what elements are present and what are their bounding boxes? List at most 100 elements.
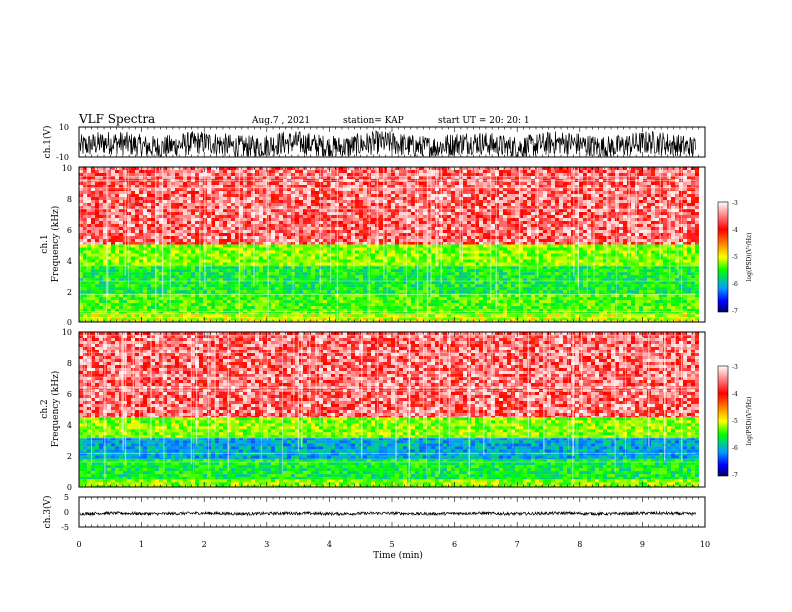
spectrogram-cell [283, 266, 287, 270]
spectrogram-cell [427, 320, 431, 323]
spectrogram-cell [331, 293, 335, 295]
spectrogram-cell [503, 287, 507, 291]
spectrogram-cell [547, 244, 551, 248]
spectrogram-cell [275, 256, 279, 260]
spectrogram-cell [411, 167, 415, 170]
spectrogram-cell [87, 284, 91, 288]
spectrogram-cell [131, 266, 135, 270]
spectrogram-cell [87, 244, 91, 248]
spectrogram-cell [311, 287, 315, 291]
spectrogram-cell [599, 293, 603, 295]
spectrogram-cell [495, 250, 499, 254]
spectrogram-cell [567, 167, 571, 170]
spectrogram-cell [507, 173, 511, 176]
spectrogram-cell [623, 278, 627, 282]
spectrogram-cell [599, 250, 603, 254]
spectrogram-cell [307, 170, 311, 173]
spectrogram-cell [515, 269, 519, 273]
spectrogram-cell [599, 167, 603, 170]
spectrogram-cell [559, 317, 563, 321]
spectrogram-cell [187, 259, 191, 263]
spectrogram-cell [555, 312, 559, 315]
spectrogram-cell [479, 167, 483, 170]
spectrogram-cell [451, 269, 455, 273]
spectrogram-cell [171, 170, 175, 173]
spectrogram-cell [407, 290, 411, 294]
spectrogram-cell [279, 265, 283, 267]
spectrogram-cell [527, 266, 531, 270]
spectrogram-cell [587, 266, 591, 270]
spectrogram-cell [671, 250, 675, 254]
spectrogram-cell [495, 294, 499, 298]
spectrogram-cell [303, 293, 307, 295]
spectrogram-cell [687, 284, 691, 288]
spectrogram-cell [199, 309, 203, 313]
spectrogram-cell [259, 272, 263, 276]
spectrogram-cell [495, 317, 499, 321]
spectrogram-cell [339, 290, 343, 294]
spectrogram-cell [567, 290, 571, 294]
spectrogram-cell [691, 278, 695, 282]
spectrogram-cell [519, 314, 523, 318]
spectrogram-cell [275, 309, 279, 313]
spectrogram-cell [463, 287, 467, 291]
spectrogram-cell [467, 244, 471, 248]
spectrogram-cell [391, 265, 395, 267]
spectrogram-cell [115, 247, 119, 251]
spectrogram-cell [299, 266, 303, 270]
spectrogram-cell [187, 317, 191, 321]
spectrogram-cell [307, 272, 311, 276]
spectrogram-cell [151, 173, 155, 176]
spectrogram-cell [111, 314, 115, 318]
spectrogram-cell [115, 244, 119, 248]
spectrogram-cell [627, 306, 631, 310]
spectrogram-cell [519, 278, 523, 282]
spectrogram-cell [679, 314, 683, 318]
spectrogram-cell [211, 320, 215, 323]
spectrogram-cell [179, 259, 183, 263]
spectrogram-cell [223, 247, 227, 251]
spectrogram-cell [263, 287, 267, 291]
spectrogram-cell [175, 247, 179, 251]
spectrogram-cell [215, 256, 219, 260]
spectrogram-cell [471, 284, 475, 288]
spectrogram-cell [447, 250, 451, 254]
spectrogram-cell [239, 300, 243, 304]
spectrogram-cell [591, 265, 595, 267]
spectrogram-cell [667, 170, 671, 173]
spectrogram-cell [643, 256, 647, 260]
spectrogram-cell [351, 247, 355, 251]
spectrogram-cell [187, 256, 191, 260]
spectrogram-cell [539, 244, 543, 248]
spectrogram-cell [635, 300, 639, 304]
spectrogram-cell [483, 259, 487, 263]
spectrogram-cell [467, 259, 471, 263]
spectrogram-cell [667, 317, 671, 321]
spectrogram-cell [459, 244, 463, 248]
spectrogram-cell [647, 269, 651, 273]
spectrogram-cell [483, 269, 487, 273]
spectrogram-cell [487, 297, 491, 301]
spectrogram-cell [87, 300, 91, 304]
spectrogram-cell [179, 300, 183, 304]
spectrogram-cell [271, 303, 275, 307]
spectrogram-cell [591, 256, 595, 260]
spectrogram-cell [303, 287, 307, 291]
spectrogram-cell [263, 300, 267, 304]
spectrogram-cell [103, 293, 107, 295]
spectrogram-cell [371, 303, 375, 307]
spectrogram-cell [623, 303, 627, 307]
spectrogram-cell [679, 167, 683, 170]
spectrogram-cell [131, 259, 135, 263]
spectrogram-cell [279, 244, 283, 248]
spectrogram-cell [387, 259, 391, 263]
spectrogram-cell [187, 250, 191, 254]
spectrogram-cell [127, 247, 131, 251]
spectrogram-cell [635, 256, 639, 260]
spectrogram-cell [571, 300, 575, 304]
spectrogram-cell [199, 320, 203, 323]
spectrogram-cell [139, 250, 143, 254]
spectrogram-cell [447, 306, 451, 310]
spectrogram-cell [147, 262, 151, 266]
spectrogram-cell [547, 265, 551, 267]
